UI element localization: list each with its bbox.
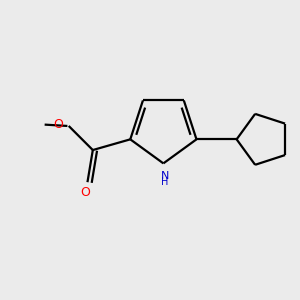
Text: O: O bbox=[53, 118, 63, 131]
Text: N: N bbox=[160, 171, 169, 182]
Text: O: O bbox=[80, 186, 90, 199]
Text: H: H bbox=[161, 177, 168, 187]
